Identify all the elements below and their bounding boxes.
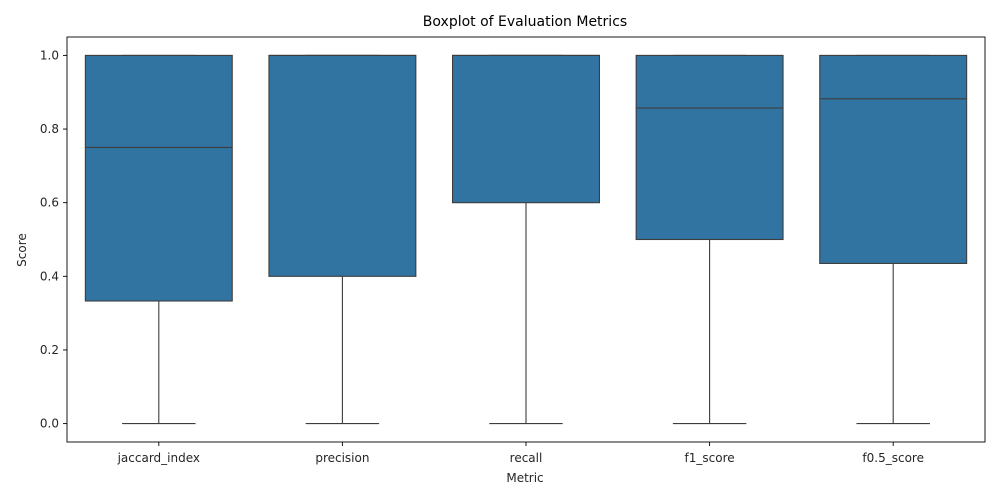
x-axis-title: Metric <box>506 471 543 485</box>
y-tick-label: 0.2 <box>40 343 59 357</box>
x-axis: jaccard_index precision recall f1_score f0.5… <box>117 442 924 465</box>
y-axis-title: Score <box>15 233 29 267</box>
x-tick-label: recall <box>510 451 543 465</box>
box <box>453 55 600 202</box>
box-group-2 <box>269 55 416 423</box>
box <box>820 55 967 263</box>
y-tick-label: 0.0 <box>40 417 59 431</box>
x-tick-label: f1_score <box>685 451 735 465</box>
y-tick-label: 0.6 <box>40 196 59 210</box>
box <box>636 55 783 239</box>
y-axis: 0.0 0.2 0.4 0.6 0.8 1.0 <box>40 48 67 430</box>
x-tick-label: f0.5_score <box>862 451 924 465</box>
plot-area <box>67 37 985 442</box>
box-group-5 <box>820 55 967 423</box>
y-tick-label: 0.4 <box>40 269 59 283</box>
x-tick-label: precision <box>315 451 369 465</box>
y-tick-label: 1.0 <box>40 48 59 62</box>
box <box>85 55 232 301</box>
box-group-1 <box>85 55 232 423</box>
x-tick-label: jaccard_index <box>117 451 200 465</box>
box-group-3 <box>453 55 600 423</box>
box <box>269 55 416 276</box>
box-group-4 <box>636 55 783 423</box>
chart-title: Boxplot of Evaluation Metrics <box>423 14 627 30</box>
y-tick-label: 0.8 <box>40 122 59 136</box>
